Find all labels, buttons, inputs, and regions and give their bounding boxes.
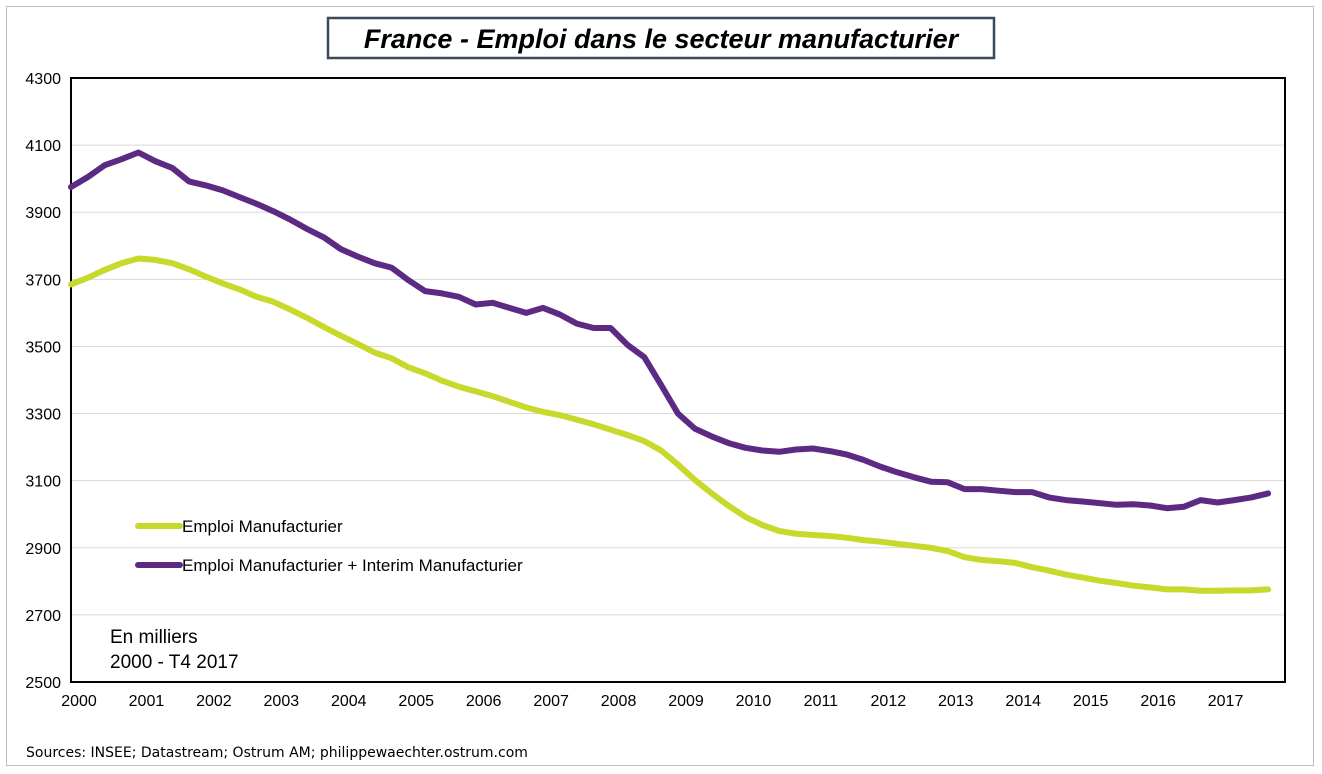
x-tick-label: 2001: [129, 693, 165, 710]
y-tick-label: 3700: [25, 272, 61, 289]
x-tick-label: 2012: [871, 693, 907, 710]
legend-label-emploi: Emploi Manufacturier: [182, 517, 343, 536]
annotation-period: 2000 - T4 2017: [110, 652, 239, 673]
x-tick-label: 2007: [533, 693, 569, 710]
y-tick-label: 3300: [25, 407, 61, 424]
x-tick-label: 2010: [736, 693, 772, 710]
y-tick-label: 3100: [25, 474, 61, 491]
x-tick-label: 2004: [331, 693, 367, 710]
series-line-emploi: [68, 255, 1272, 594]
y-tick-label: 4100: [25, 138, 61, 155]
x-tick-label: 2013: [938, 693, 974, 710]
x-tick-label: 2003: [264, 693, 300, 710]
y-axis-ticks: 2500 2700 2900 3100 3300 3500 3700 3900 4100 4300: [25, 71, 61, 692]
y-tick-label: 4300: [25, 71, 61, 88]
title-box: [326, 16, 996, 60]
x-tick-label: 2008: [601, 693, 637, 710]
series-lines: [68, 149, 1272, 594]
x-tick-label: 2011: [804, 693, 839, 710]
y-tick-label: 2700: [25, 608, 61, 625]
x-tick-label: 2006: [466, 693, 502, 710]
plot-area: [70, 77, 1286, 683]
source-note: Sources: INSEE; Datastream; Ostrum AM; p…: [26, 745, 528, 761]
chart-title: France - Emploi dans le secteur manufact…: [364, 24, 960, 54]
series-line-emploi-interim: [68, 149, 1272, 512]
y-tick-label: 3500: [25, 339, 61, 356]
legend: Emploi Manufacturier Emploi Manufacturie…: [135, 517, 523, 575]
x-tick-label: 2017: [1208, 693, 1244, 710]
x-tick-label: 2000: [61, 693, 97, 710]
x-tick-label: 2014: [1005, 693, 1041, 710]
y-tick-label: 2500: [25, 675, 61, 692]
x-axis-ticks: 2000 2001 2002 2003 2004 2005 2006 2007 2008 2009…: [61, 693, 1243, 710]
x-tick-label: 2005: [398, 693, 434, 710]
x-tick-label: 2009: [668, 693, 704, 710]
legend-label-emploi-interim: Emploi Manufacturier + Interim Manufactu…: [182, 556, 523, 575]
x-tick-label: 2015: [1073, 693, 1109, 710]
y-tick-label: 2900: [25, 541, 61, 558]
x-tick-label: 2002: [196, 693, 232, 710]
gridlines: [71, 144, 1285, 616]
y-tick-label: 3900: [25, 205, 61, 222]
annotation-unit: En milliers: [110, 627, 198, 648]
x-tick-label: 2016: [1140, 693, 1176, 710]
